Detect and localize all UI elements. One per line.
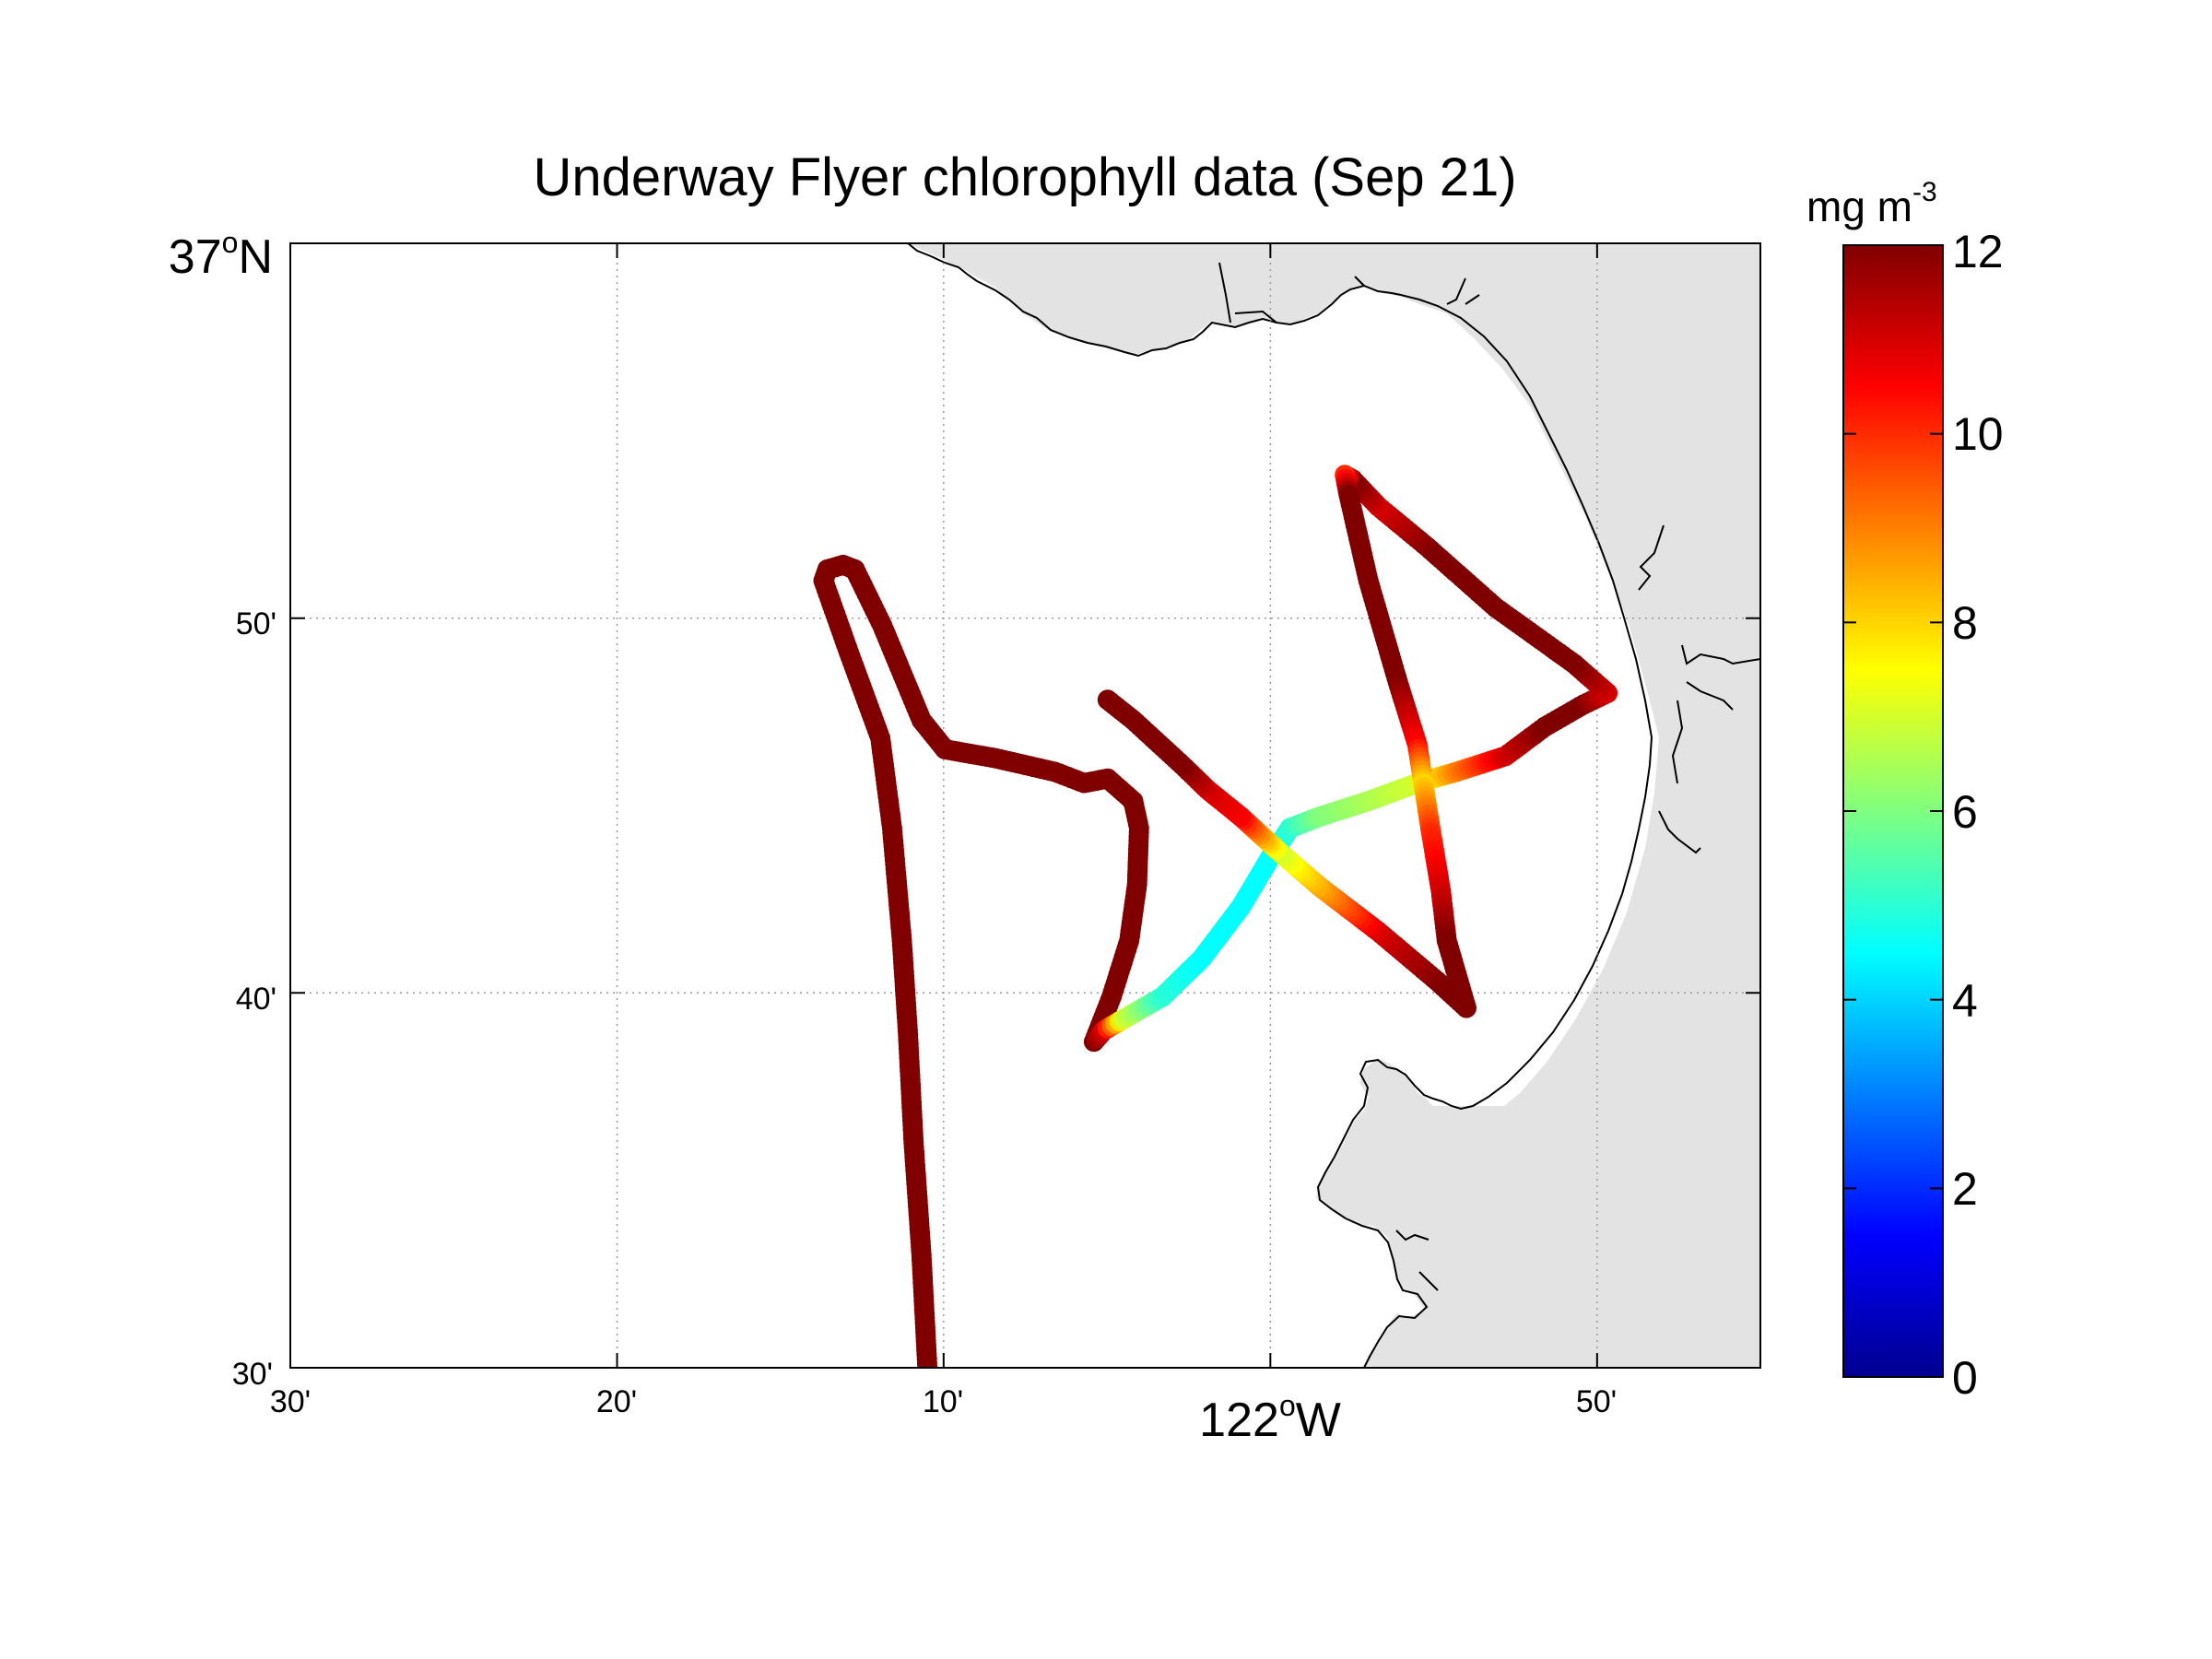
river-2: [1234, 310, 1277, 324]
land-north: [908, 243, 1760, 1126]
colorbar-tick-label-6: 6: [1952, 786, 1978, 838]
river-3: [1354, 276, 1365, 287]
x-tick-122-tail: W: [1296, 1394, 1341, 1447]
colorbar-tick-label-10: 10: [1952, 408, 2004, 460]
river-7: [1681, 644, 1760, 665]
x-tick-labels: 30' 20' 10' 122oW 50': [270, 1384, 1617, 1447]
colorbar-tick-label-12: 12: [1952, 226, 2004, 277]
track-point: [1097, 689, 1118, 711]
river-6: [1638, 524, 1665, 591]
map-title: Underway Flyer chlorophyll data (Sep 21): [533, 147, 1516, 207]
coastline-bay: [1316, 294, 1653, 1368]
x-tick-label-10: 10': [923, 1384, 963, 1419]
y-tick-label-37n: 37oN: [169, 226, 273, 284]
y-tick-37-sup: o: [222, 226, 239, 259]
plot-area: [289, 242, 1761, 1369]
grid-lines: [290, 243, 1760, 1368]
colorbar-tick-label-0: 0: [1952, 1352, 1978, 1404]
colorbar-tick-label-8: 8: [1952, 597, 1978, 649]
colorbar: mg m-3 0 2 4 6 8 10 12: [1806, 177, 2004, 1404]
chlorophyll-track: [813, 465, 1618, 1368]
y-tick-label-50: 50': [236, 606, 276, 641]
colorbar-unit: mg m-3: [1806, 177, 1937, 230]
coastline: [907, 243, 1760, 1368]
river-8: [1686, 681, 1734, 711]
tick-marks: [289, 242, 1760, 1369]
river-10: [1658, 810, 1701, 854]
x-tick-label-50: 50': [1576, 1384, 1617, 1419]
colorbar-tick-label-4: 4: [1952, 975, 1978, 1027]
colorbar-gradient: [1842, 244, 1944, 1378]
colorbar-unit-exp: -3: [1912, 177, 1937, 207]
coastline-north: [907, 243, 1402, 358]
y-tick-label-30: 30': [232, 1357, 273, 1392]
land-south: [1316, 1058, 1760, 1368]
y-tick-37-tail: N: [238, 230, 273, 284]
x-tick-label-30: 30': [270, 1384, 311, 1419]
x-tick-label-122w: 122oW: [1199, 1389, 1341, 1447]
x-tick-122-base: 122: [1199, 1394, 1279, 1447]
river-5: [1465, 294, 1480, 305]
y-tick-label-40: 40': [236, 982, 276, 1017]
river-4: [1446, 277, 1466, 305]
colorbar-tick-label-2: 2: [1952, 1163, 1978, 1215]
y-tick-37-base: 37: [169, 230, 222, 284]
river-12: [1418, 1271, 1439, 1291]
plot-frame: [289, 242, 1761, 1369]
river-9: [1671, 700, 1684, 784]
y-tick-labels: 30' 40' 50' 37oN: [169, 226, 276, 1392]
colorbar-unit-base: mg m: [1806, 182, 1912, 230]
river-1: [1218, 262, 1231, 324]
land-layer: [908, 243, 1760, 1368]
x-tick-label-20: 20': [596, 1384, 637, 1419]
colorbar-ticks: [1843, 244, 1943, 1378]
river-11: [1395, 1230, 1430, 1241]
x-tick-122-sup: o: [1279, 1389, 1296, 1422]
